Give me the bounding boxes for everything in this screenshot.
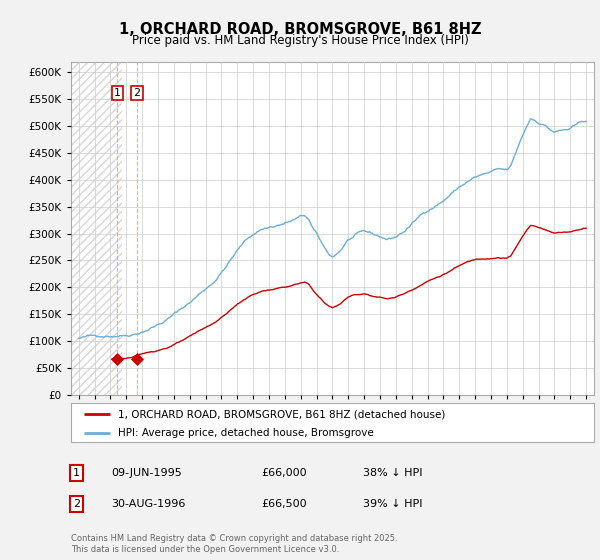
Text: 09-JUN-1995: 09-JUN-1995 xyxy=(111,468,182,478)
Text: 30-AUG-1996: 30-AUG-1996 xyxy=(111,499,185,509)
Text: 2: 2 xyxy=(133,88,140,98)
Text: 38% ↓ HPI: 38% ↓ HPI xyxy=(363,468,422,478)
Text: 1, ORCHARD ROAD, BROMSGROVE, B61 8HZ (detached house): 1, ORCHARD ROAD, BROMSGROVE, B61 8HZ (de… xyxy=(118,409,445,419)
Text: HPI: Average price, detached house, Bromsgrove: HPI: Average price, detached house, Brom… xyxy=(118,428,374,437)
Text: £66,000: £66,000 xyxy=(261,468,307,478)
Text: 39% ↓ HPI: 39% ↓ HPI xyxy=(363,499,422,509)
Text: 1: 1 xyxy=(73,468,80,478)
Text: £66,500: £66,500 xyxy=(261,499,307,509)
Text: 2: 2 xyxy=(73,499,80,509)
Text: 1, ORCHARD ROAD, BROMSGROVE, B61 8HZ: 1, ORCHARD ROAD, BROMSGROVE, B61 8HZ xyxy=(119,22,481,38)
Text: 1: 1 xyxy=(114,88,121,98)
Text: Contains HM Land Registry data © Crown copyright and database right 2025.
This d: Contains HM Land Registry data © Crown c… xyxy=(71,534,397,554)
Text: Price paid vs. HM Land Registry's House Price Index (HPI): Price paid vs. HM Land Registry's House … xyxy=(131,34,469,46)
